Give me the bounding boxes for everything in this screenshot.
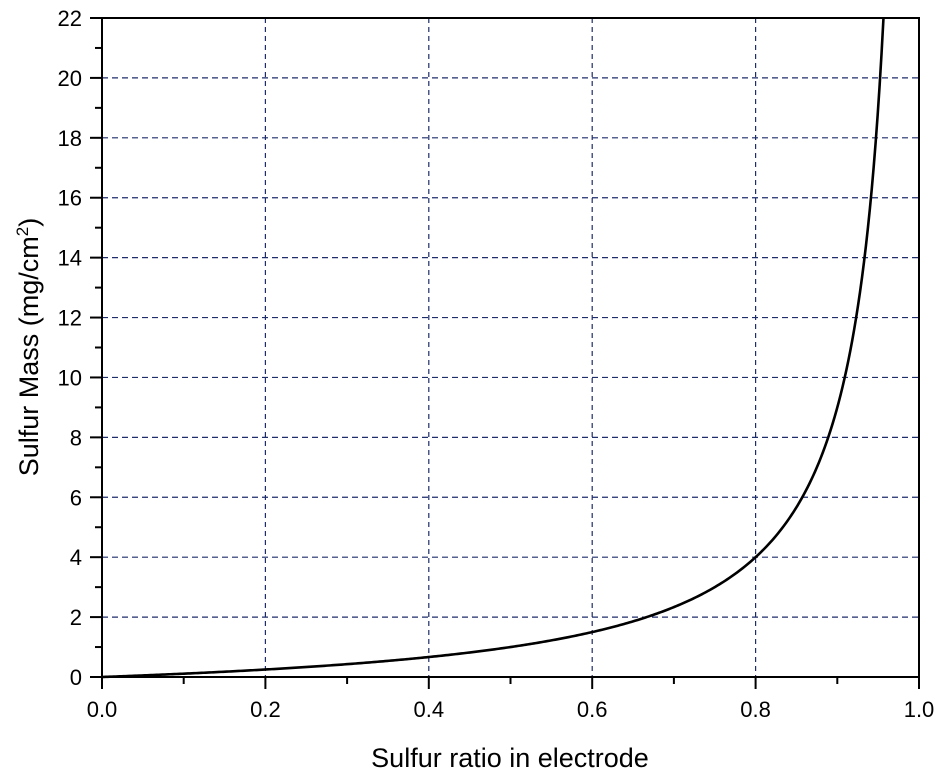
y-tick-label: 4	[70, 545, 82, 570]
y-tick-label: 14	[58, 246, 82, 271]
y-tick-label: 18	[58, 126, 82, 151]
x-tick-label: 0.0	[87, 697, 118, 722]
y-tick-label: 20	[58, 66, 82, 91]
data-series	[101, 17, 885, 679]
x-tick-label: 0.2	[250, 697, 281, 722]
x-tick-label: 0.4	[414, 697, 445, 722]
x-axis-ticks: 0.0 0.2 0.4 0.6 0.8 1.0	[87, 677, 935, 722]
grid-lines	[102, 18, 919, 677]
x-tick-label: 0.6	[577, 697, 608, 722]
y-tick-label: 8	[70, 425, 82, 450]
y-tick-label: 22	[58, 6, 82, 31]
y-axis-title: Sulfur Mass (mg/cm2)	[13, 218, 44, 477]
x-tick-label: 0.8	[740, 697, 771, 722]
y-tick-label: 0	[70, 665, 82, 690]
y-tick-label: 10	[58, 365, 82, 390]
y-tick-label: 12	[58, 306, 82, 331]
x-axis-title: Sulfur ratio in electrode	[371, 743, 649, 773]
x-tick-label: 1.0	[904, 697, 935, 722]
plot-frame	[101, 17, 920, 678]
y-tick-label: 6	[70, 485, 82, 510]
y-axis-ticks: 0 2 4 6 8 10 12 14 16 18 20 22	[58, 6, 102, 690]
y-tick-label: 2	[70, 605, 82, 630]
y-tick-label: 16	[58, 186, 82, 211]
sulfur-mass-curve	[101, 17, 885, 679]
